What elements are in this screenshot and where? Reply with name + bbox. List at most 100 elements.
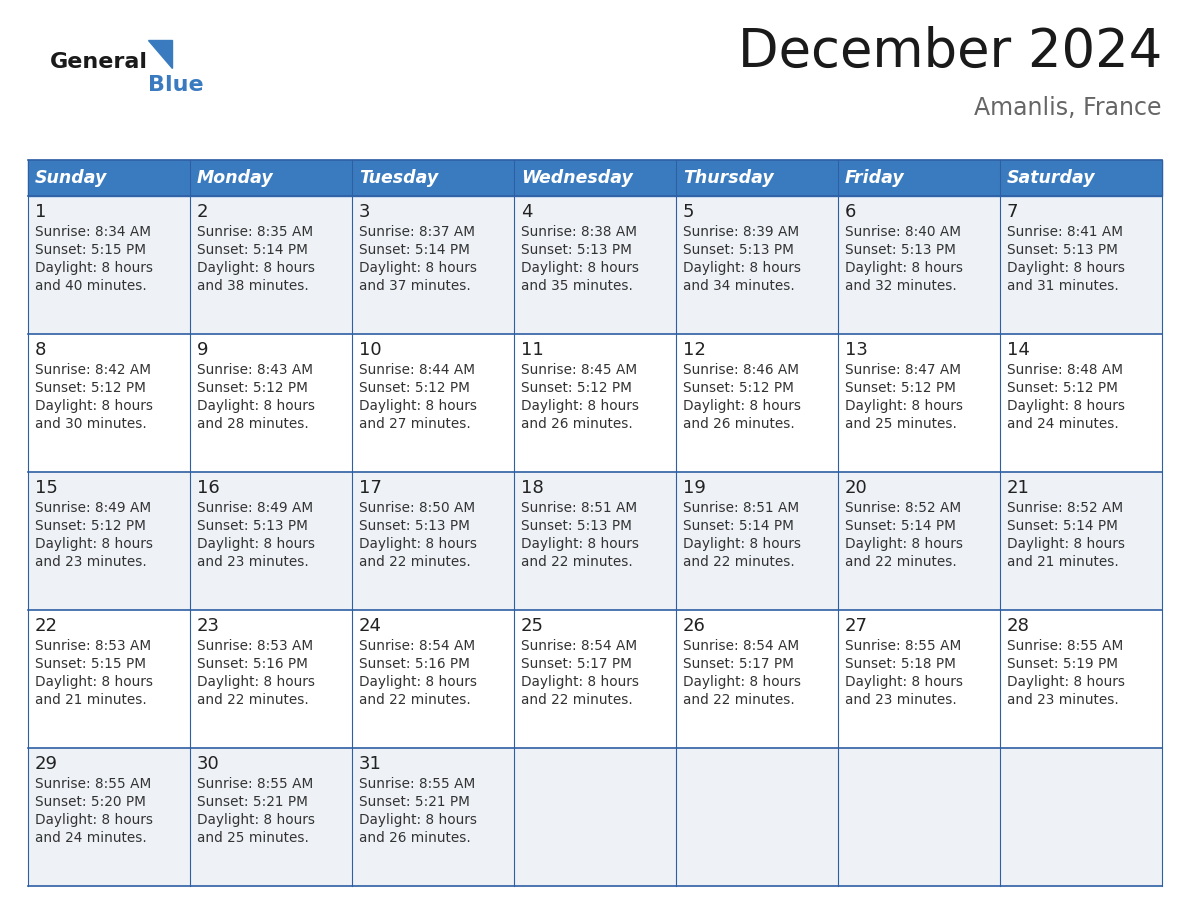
Text: 6: 6: [845, 203, 857, 221]
Text: 23: 23: [197, 617, 220, 635]
Text: 13: 13: [845, 341, 868, 359]
Text: 25: 25: [522, 617, 544, 635]
Text: and 22 minutes.: and 22 minutes.: [359, 555, 470, 569]
Bar: [514, 610, 676, 748]
Text: 26: 26: [683, 617, 706, 635]
Text: Sunset: 5:13 PM: Sunset: 5:13 PM: [522, 243, 632, 257]
Text: Sunrise: 8:40 AM: Sunrise: 8:40 AM: [845, 225, 961, 239]
Bar: [352, 472, 514, 610]
Bar: [838, 610, 1000, 748]
Text: Daylight: 8 hours: Daylight: 8 hours: [197, 537, 315, 551]
Bar: [676, 334, 838, 472]
Bar: [29, 472, 190, 610]
Text: Daylight: 8 hours: Daylight: 8 hours: [197, 261, 315, 275]
Text: December 2024: December 2024: [738, 26, 1162, 78]
Text: Daylight: 8 hours: Daylight: 8 hours: [359, 537, 478, 551]
Bar: [838, 196, 1000, 334]
Text: Daylight: 8 hours: Daylight: 8 hours: [845, 399, 963, 413]
Text: and 26 minutes.: and 26 minutes.: [683, 417, 795, 431]
Bar: [352, 748, 514, 886]
Text: and 27 minutes.: and 27 minutes.: [359, 417, 470, 431]
Text: and 35 minutes.: and 35 minutes.: [522, 279, 633, 293]
Text: 12: 12: [683, 341, 706, 359]
Text: Daylight: 8 hours: Daylight: 8 hours: [359, 399, 478, 413]
Text: Sunset: 5:15 PM: Sunset: 5:15 PM: [34, 657, 146, 671]
Text: Sunset: 5:17 PM: Sunset: 5:17 PM: [522, 657, 632, 671]
Text: Sunset: 5:17 PM: Sunset: 5:17 PM: [683, 657, 794, 671]
Text: 1: 1: [34, 203, 46, 221]
Bar: [352, 610, 514, 748]
Text: and 22 minutes.: and 22 minutes.: [522, 555, 633, 569]
Text: Daylight: 8 hours: Daylight: 8 hours: [34, 399, 153, 413]
Text: 15: 15: [34, 479, 58, 497]
Bar: [1000, 472, 1162, 610]
Text: 30: 30: [197, 755, 220, 773]
Text: Daylight: 8 hours: Daylight: 8 hours: [683, 261, 801, 275]
Text: Daylight: 8 hours: Daylight: 8 hours: [359, 675, 478, 689]
Text: Sunrise: 8:45 AM: Sunrise: 8:45 AM: [522, 363, 637, 377]
Bar: [676, 610, 838, 748]
Text: Sunset: 5:13 PM: Sunset: 5:13 PM: [197, 519, 308, 533]
Text: Sunset: 5:12 PM: Sunset: 5:12 PM: [845, 381, 956, 395]
Text: Sunrise: 8:46 AM: Sunrise: 8:46 AM: [683, 363, 800, 377]
Bar: [29, 196, 190, 334]
Text: Sunset: 5:21 PM: Sunset: 5:21 PM: [197, 795, 308, 809]
Text: 10: 10: [359, 341, 381, 359]
Text: Sunset: 5:14 PM: Sunset: 5:14 PM: [359, 243, 470, 257]
Polygon shape: [148, 40, 172, 68]
Text: 11: 11: [522, 341, 544, 359]
Text: Daylight: 8 hours: Daylight: 8 hours: [522, 399, 639, 413]
Text: General: General: [50, 52, 148, 72]
Text: 16: 16: [197, 479, 220, 497]
Text: Sunset: 5:19 PM: Sunset: 5:19 PM: [1007, 657, 1118, 671]
Bar: [838, 748, 1000, 886]
Text: 5: 5: [683, 203, 695, 221]
Bar: [190, 748, 352, 886]
Text: Sunrise: 8:53 AM: Sunrise: 8:53 AM: [197, 639, 314, 653]
Text: Sunset: 5:13 PM: Sunset: 5:13 PM: [359, 519, 470, 533]
Text: Sunrise: 8:51 AM: Sunrise: 8:51 AM: [683, 501, 800, 515]
Text: Sunset: 5:14 PM: Sunset: 5:14 PM: [197, 243, 308, 257]
Text: Daylight: 8 hours: Daylight: 8 hours: [845, 675, 963, 689]
Bar: [838, 472, 1000, 610]
Text: Friday: Friday: [845, 169, 905, 187]
Text: Sunset: 5:13 PM: Sunset: 5:13 PM: [683, 243, 794, 257]
Text: Sunset: 5:12 PM: Sunset: 5:12 PM: [34, 519, 146, 533]
Text: Sunrise: 8:34 AM: Sunrise: 8:34 AM: [34, 225, 151, 239]
Text: 27: 27: [845, 617, 868, 635]
Text: Sunrise: 8:49 AM: Sunrise: 8:49 AM: [197, 501, 314, 515]
Text: Sunrise: 8:55 AM: Sunrise: 8:55 AM: [1007, 639, 1123, 653]
Text: 28: 28: [1007, 617, 1030, 635]
Text: Daylight: 8 hours: Daylight: 8 hours: [359, 261, 478, 275]
Text: Sunrise: 8:52 AM: Sunrise: 8:52 AM: [845, 501, 961, 515]
Text: Sunset: 5:14 PM: Sunset: 5:14 PM: [1007, 519, 1118, 533]
Text: Sunset: 5:20 PM: Sunset: 5:20 PM: [34, 795, 146, 809]
Text: Sunset: 5:12 PM: Sunset: 5:12 PM: [34, 381, 146, 395]
Text: and 22 minutes.: and 22 minutes.: [845, 555, 956, 569]
Text: 31: 31: [359, 755, 381, 773]
Bar: [29, 334, 190, 472]
Text: and 30 minutes.: and 30 minutes.: [34, 417, 147, 431]
Bar: [29, 160, 1162, 196]
Text: Sunrise: 8:37 AM: Sunrise: 8:37 AM: [359, 225, 475, 239]
Text: Sunrise: 8:49 AM: Sunrise: 8:49 AM: [34, 501, 151, 515]
Text: 29: 29: [34, 755, 58, 773]
Text: Sunset: 5:16 PM: Sunset: 5:16 PM: [359, 657, 470, 671]
Text: 14: 14: [1007, 341, 1030, 359]
Text: Sunset: 5:13 PM: Sunset: 5:13 PM: [522, 519, 632, 533]
Text: Sunrise: 8:48 AM: Sunrise: 8:48 AM: [1007, 363, 1123, 377]
Text: 7: 7: [1007, 203, 1018, 221]
Text: Sunrise: 8:54 AM: Sunrise: 8:54 AM: [522, 639, 637, 653]
Text: and 28 minutes.: and 28 minutes.: [197, 417, 309, 431]
Text: Sunset: 5:18 PM: Sunset: 5:18 PM: [845, 657, 956, 671]
Text: 8: 8: [34, 341, 46, 359]
Text: Monday: Monday: [197, 169, 273, 187]
Text: and 21 minutes.: and 21 minutes.: [34, 693, 147, 707]
Text: Thursday: Thursday: [683, 169, 773, 187]
Bar: [676, 472, 838, 610]
Bar: [514, 334, 676, 472]
Text: and 25 minutes.: and 25 minutes.: [845, 417, 956, 431]
Text: Sunset: 5:13 PM: Sunset: 5:13 PM: [845, 243, 956, 257]
Text: 17: 17: [359, 479, 381, 497]
Text: Sunrise: 8:52 AM: Sunrise: 8:52 AM: [1007, 501, 1123, 515]
